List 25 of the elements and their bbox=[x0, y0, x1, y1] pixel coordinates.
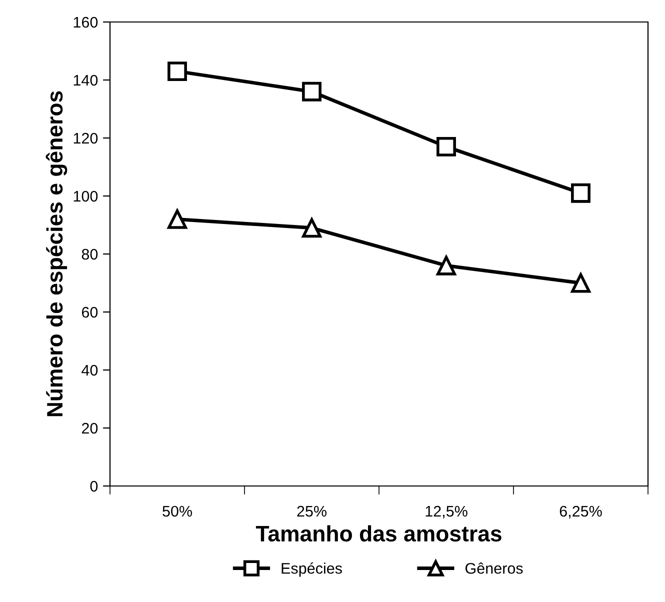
x-tick-label: 25% bbox=[297, 506, 326, 517]
legend-label: Gêneros bbox=[465, 562, 523, 574]
point bbox=[168, 209, 187, 229]
x-tick-label: 6,25% bbox=[560, 506, 602, 518]
y-tick-label: 0 bbox=[90, 480, 98, 492]
x-axis-title: Tamanho das amostras bbox=[256, 525, 502, 542]
point bbox=[436, 256, 456, 276]
y-tick-label: 160 bbox=[74, 16, 98, 28]
point bbox=[302, 218, 322, 238]
x-tick-label: 50% bbox=[162, 506, 192, 517]
y-tick-label: 20 bbox=[82, 422, 98, 434]
point bbox=[302, 82, 322, 102]
y-tick-label: 40 bbox=[82, 364, 98, 376]
point bbox=[571, 183, 590, 203]
point bbox=[571, 273, 590, 293]
y-tick-label: 120 bbox=[74, 132, 98, 144]
y-tick-label: 140 bbox=[74, 74, 98, 86]
point bbox=[168, 62, 187, 82]
y-axis-title: Número de espécies e gêneros bbox=[46, 91, 68, 416]
x-tick-label: 12,5% bbox=[426, 506, 468, 518]
legend-label: Espécies bbox=[282, 562, 342, 577]
point bbox=[436, 136, 456, 156]
y-tick-label: 80 bbox=[82, 248, 98, 260]
y-tick-label: 100 bbox=[74, 190, 98, 202]
y-tick-label: 60 bbox=[82, 306, 98, 318]
